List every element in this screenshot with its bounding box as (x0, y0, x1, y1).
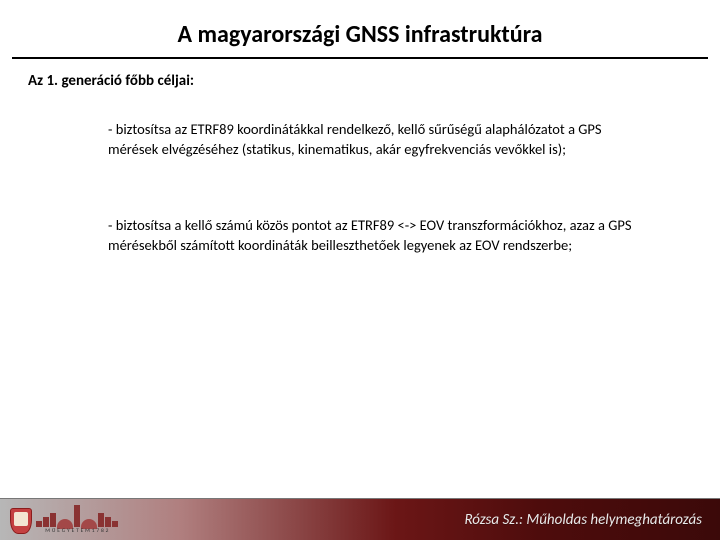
title-underline (12, 57, 708, 59)
slide-root: A magyarországi GNSS infrastruktúra Az 1… (0, 0, 720, 540)
bme-building-icon: M Ű E G Y E T E M 1 7 8 2 (36, 505, 118, 534)
footer-byline: Rózsa Sz.: Műholdas helymeghatározás (464, 511, 702, 529)
logo-caption: M Ű E G Y E T E M 1 7 8 2 (36, 528, 118, 534)
footer-band: M Ű E G Y E T E M 1 7 8 2 Rózsa Sz.: Műh… (0, 498, 720, 540)
body-paragraph-1: - biztosítsa az ETRF89 koordinátákkal re… (108, 120, 648, 159)
slide-title: A magyarországi GNSS infrastruktúra (0, 20, 720, 55)
body-paragraph-2: - biztosítsa a kellő számú közös pontot … (108, 216, 648, 255)
footer-logo-block: M Ű E G Y E T E M 1 7 8 2 (10, 505, 118, 534)
slide-subtitle: Az 1. generáció főbb céljai: (28, 72, 194, 90)
shield-icon (10, 508, 32, 534)
